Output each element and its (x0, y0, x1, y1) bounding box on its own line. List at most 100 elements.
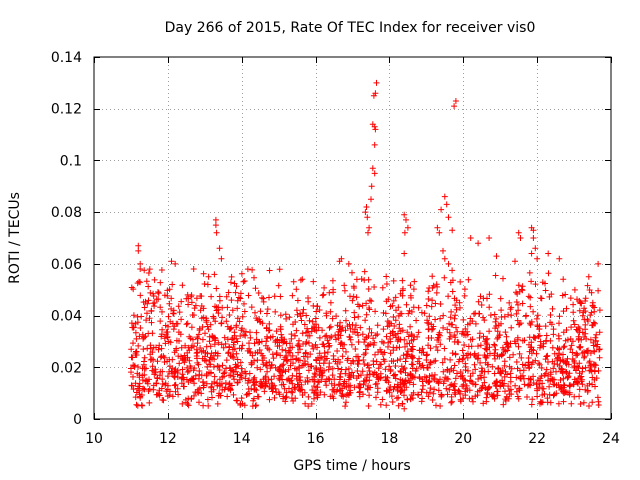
data-point (225, 349, 232, 356)
data-point (452, 350, 459, 357)
data-point (277, 323, 284, 330)
data-point (550, 392, 557, 399)
data-point (278, 372, 285, 379)
data-point (147, 342, 154, 349)
data-point (355, 332, 362, 339)
data-point (392, 294, 399, 301)
data-point (175, 303, 182, 310)
data-point (437, 376, 443, 383)
data-point (494, 328, 501, 335)
data-point (342, 366, 349, 373)
data-point (142, 298, 149, 305)
data-point (233, 368, 239, 375)
data-point (434, 347, 441, 354)
data-point (197, 307, 204, 314)
data-point (186, 347, 193, 354)
data-point (571, 376, 578, 383)
data-point (292, 384, 298, 391)
data-point (550, 381, 557, 388)
data-point (223, 293, 230, 300)
data-point (443, 385, 450, 392)
data-point (229, 346, 236, 353)
data-point (453, 306, 460, 313)
data-point (271, 373, 278, 380)
data-point (197, 293, 204, 299)
data-point (399, 400, 406, 407)
data-point (354, 329, 361, 336)
data-point (492, 325, 499, 332)
y-tick-label: 0.04 (51, 309, 82, 325)
data-point (588, 368, 595, 375)
data-point (299, 330, 306, 337)
data-point (556, 313, 563, 320)
x-tick-label: 24 (602, 431, 620, 447)
data-point (293, 286, 300, 293)
data-point (383, 298, 390, 305)
data-point (373, 394, 379, 401)
data-point (194, 349, 201, 356)
data-point (527, 344, 534, 351)
data-point (270, 355, 277, 362)
data-point (455, 387, 462, 394)
data-point (164, 373, 171, 380)
data-point (310, 278, 317, 285)
data-point (286, 314, 293, 321)
data-point (440, 312, 447, 319)
data-point (136, 278, 142, 285)
data-point (581, 354, 587, 361)
data-point (226, 312, 233, 318)
data-point (507, 378, 514, 385)
data-point (234, 338, 241, 345)
data-point (392, 317, 399, 324)
data-point (484, 335, 491, 342)
data-point (212, 318, 219, 325)
data-point (574, 379, 581, 386)
data-point (212, 222, 219, 229)
data-point (430, 390, 437, 397)
data-point (435, 380, 442, 387)
data-point (495, 322, 502, 329)
data-point (361, 277, 368, 284)
data-point (522, 313, 529, 320)
data-point (462, 388, 469, 395)
data-point (587, 312, 594, 319)
data-point (595, 287, 602, 294)
data-point (224, 393, 231, 400)
data-point (138, 402, 145, 409)
data-point (297, 346, 303, 353)
data-point (149, 367, 156, 374)
data-point (347, 293, 353, 300)
data-point (259, 294, 265, 301)
data-point (217, 392, 224, 399)
data-point (354, 353, 361, 360)
data-point (528, 376, 534, 383)
data-point (383, 333, 390, 340)
data-point (140, 346, 147, 353)
data-point (472, 366, 479, 373)
data-point (550, 365, 557, 372)
data-point (545, 250, 552, 257)
data-point (404, 224, 411, 231)
data-point (240, 278, 247, 285)
data-point (570, 317, 577, 324)
data-point (542, 356, 549, 363)
data-point (220, 344, 227, 351)
data-point (316, 368, 323, 375)
data-point (516, 288, 523, 295)
data-point (198, 348, 205, 355)
data-point (532, 245, 539, 252)
data-point (593, 331, 600, 338)
data-point (264, 368, 271, 375)
data-point (399, 292, 406, 299)
data-point (596, 329, 603, 336)
data-point (200, 314, 207, 321)
data-point (146, 315, 153, 322)
data-point (380, 356, 387, 363)
data-point (243, 370, 249, 377)
data-point (246, 390, 253, 397)
data-point (219, 386, 226, 393)
data-point (465, 367, 471, 374)
data-point (481, 379, 488, 386)
data-point (137, 266, 144, 272)
data-point (508, 304, 515, 311)
